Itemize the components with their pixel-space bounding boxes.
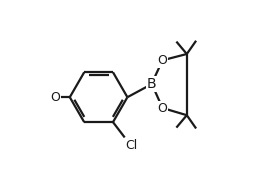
Text: O: O <box>158 102 167 114</box>
Text: B: B <box>147 77 157 91</box>
Text: O: O <box>50 91 60 104</box>
Text: Cl: Cl <box>125 139 138 152</box>
Text: O: O <box>158 54 167 67</box>
